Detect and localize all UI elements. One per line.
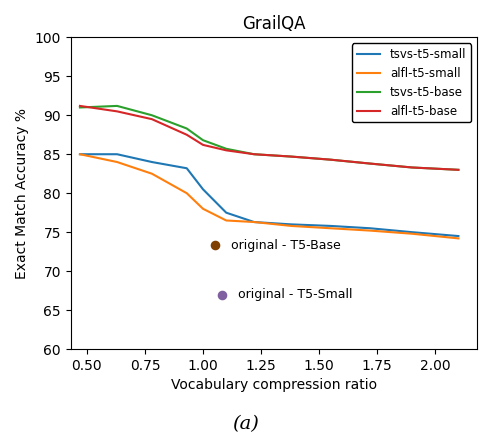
alfl-t5-base [456, 167, 461, 173]
tsvs-t5-base [251, 152, 257, 157]
tsvs-t5-small [367, 226, 373, 231]
tsvs-t5-small [251, 219, 257, 225]
Line: tsvs-t5-small: tsvs-t5-small [80, 154, 459, 236]
Text: (a): (a) [233, 415, 259, 433]
tsvs-t5-base [114, 103, 120, 109]
alfl-t5-base [328, 157, 334, 162]
alfl-t5-small [114, 159, 120, 165]
tsvs-t5-small [223, 210, 229, 215]
alfl-t5-base [77, 103, 83, 109]
Line: alfl-t5-base: alfl-t5-base [80, 106, 459, 170]
tsvs-t5-base [77, 105, 83, 110]
alfl-t5-base [114, 109, 120, 114]
alfl-t5-base [251, 152, 257, 157]
alfl-t5-small [367, 228, 373, 233]
alfl-t5-small [184, 191, 190, 196]
alfl-t5-small [251, 219, 257, 225]
tsvs-t5-base [328, 157, 334, 162]
X-axis label: Vocabulary compression ratio: Vocabulary compression ratio [171, 378, 377, 392]
alfl-t5-base [149, 117, 155, 122]
alfl-t5-base [409, 165, 415, 170]
Y-axis label: Exact Match Accuracy %: Exact Match Accuracy % [15, 108, 29, 279]
tsvs-t5-small [456, 233, 461, 239]
tsvs-t5-base [456, 167, 461, 173]
Legend: tsvs-t5-small, alfl-t5-small, tsvs-t5-base, alfl-t5-base: tsvs-t5-small, alfl-t5-small, tsvs-t5-ba… [352, 43, 471, 122]
alfl-t5-base [223, 148, 229, 153]
Title: GrailQA: GrailQA [242, 15, 306, 33]
tsvs-t5-small [328, 223, 334, 229]
Line: alfl-t5-small: alfl-t5-small [80, 154, 459, 238]
tsvs-t5-base [200, 138, 206, 143]
tsvs-t5-small [114, 152, 120, 157]
Text: original - T5-Base: original - T5-Base [231, 239, 340, 252]
tsvs-t5-base [409, 165, 415, 170]
alfl-t5-small [77, 152, 83, 157]
tsvs-t5-small [409, 230, 415, 235]
alfl-t5-small [456, 236, 461, 241]
alfl-t5-base [184, 132, 190, 138]
alfl-t5-small [200, 206, 206, 212]
tsvs-t5-small [288, 222, 294, 227]
alfl-t5-base [200, 142, 206, 148]
tsvs-t5-base [367, 161, 373, 166]
Text: original - T5-Small: original - T5-Small [238, 288, 352, 301]
Line: tsvs-t5-base: tsvs-t5-base [80, 106, 459, 170]
tsvs-t5-base [288, 154, 294, 159]
alfl-t5-base [288, 154, 294, 159]
tsvs-t5-small [77, 152, 83, 157]
tsvs-t5-small [184, 166, 190, 171]
Point [211, 242, 218, 249]
tsvs-t5-base [149, 113, 155, 118]
tsvs-t5-base [184, 126, 190, 131]
tsvs-t5-small [200, 187, 206, 192]
tsvs-t5-small [149, 159, 155, 165]
alfl-t5-small [409, 231, 415, 237]
alfl-t5-small [223, 218, 229, 223]
alfl-t5-small [328, 226, 334, 231]
alfl-t5-small [288, 223, 294, 229]
tsvs-t5-base [223, 146, 229, 152]
Point [217, 291, 225, 298]
alfl-t5-base [367, 161, 373, 166]
alfl-t5-small [149, 171, 155, 177]
